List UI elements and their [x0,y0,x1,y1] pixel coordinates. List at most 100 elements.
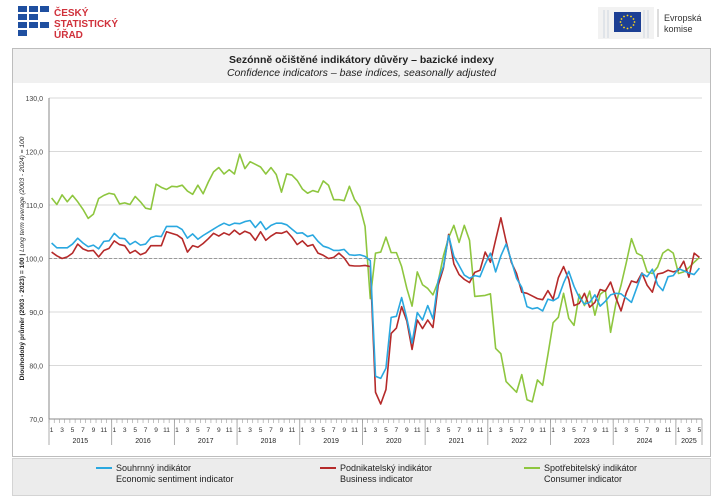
x-tick-label: 7 [583,427,587,434]
chart-panel: Sezónně očištěné indikátory důvěry – baz… [12,48,711,457]
y-tick-label: 130,0 [25,96,43,103]
x-year-label: 2020 [386,438,402,445]
x-tick-label: 9 [342,427,346,434]
x-tick-label: 7 [269,427,273,434]
x-tick-label: 9 [154,427,158,434]
x-tick-label: 3 [311,427,315,434]
legend-label-cs: Souhrnný indikátor [116,463,192,473]
legend-label-en: Economic sentiment indicator [116,474,234,484]
x-tick-label: 3 [123,427,127,434]
x-tick-label: 9 [593,427,597,434]
x-tick-label: 5 [572,427,576,434]
x-tick-label: 11 [288,427,295,434]
x-year-label: 2021 [449,438,465,445]
x-tick-label: 7 [520,427,524,434]
legend-label-cs: Spotřebitelský indikátor [544,463,638,473]
x-tick-label: 11 [602,427,609,434]
x-tick-label: 7 [457,427,461,434]
x-tick-label: 7 [81,427,85,434]
x-tick-label: 11 [665,427,672,434]
x-tick-label: 1 [489,427,493,434]
y-axis-label-en: Long term average (2003 - 2024) = 100 [19,136,26,252]
x-tick-label: 9 [92,427,96,434]
legend-label-en: Consumer indicator [544,474,623,484]
x-tick-label: 7 [206,427,210,434]
x-tick-label: 5 [321,427,325,434]
x-tick-label: 9 [280,427,284,434]
x-tick-label: 7 [645,427,649,434]
x-tick-label: 11 [477,427,484,434]
x-tick-label: 3 [499,427,503,434]
x-year-label: 2017 [198,438,214,445]
x-tick-label: 3 [624,427,628,434]
x-tick-label: 5 [133,427,137,434]
x-year-label: 2022 [511,438,527,445]
page-header: ČESKÝ STATISTICKÝ ÚŘAD Evropská komise [0,0,722,46]
x-year-label: 2016 [135,438,151,445]
x-tick-label: 1 [363,427,367,434]
legend-item-economic-sentiment: Souhrnný indikátor Economic sentiment in… [96,463,234,485]
x-tick-label: 9 [656,427,660,434]
x-tick-label: 11 [226,427,233,434]
logo-text: Evropská [664,13,702,23]
x-tick-label: 7 [332,427,336,434]
legend-item-consumer: Spotřebitelský indikátor Consumer indica… [524,463,637,485]
x-tick-label: 1 [614,427,618,434]
x-tick-label: 5 [71,427,75,434]
x-tick-label: 9 [217,427,221,434]
x-tick-label: 3 [60,427,64,434]
y-tick-label: 100,0 [25,257,43,264]
x-tick-label: 9 [405,427,409,434]
x-tick-label: 5 [259,427,263,434]
x-tick-label: 5 [698,427,702,434]
y-tick-label: 80,0 [29,364,43,371]
chart-subtitle: Confidence indicators – base indices, se… [226,67,497,79]
x-year-label: 2015 [73,438,89,445]
legend-label-cs: Podnikatelský indikátor [340,463,433,473]
y-tick-label: 110,0 [26,203,43,210]
x-tick-label: 3 [687,427,691,434]
chart-legend: Souhrnný indikátor Economic sentiment in… [12,458,711,496]
x-tick-label: 1 [238,427,242,434]
legend-swatch [524,467,540,469]
y-axis-label-cs: Dlouhodobý průměr (2003 - 2023) = 100 | [18,252,26,380]
x-tick-label: 9 [530,427,534,434]
x-tick-label: 1 [50,427,54,434]
logo-text: STATISTICKÝ [54,17,118,30]
series-line-economic-sentiment [51,219,701,380]
y-tick-label: 120,0 [25,150,43,157]
x-tick-label: 11 [100,427,107,434]
logo-text: komise [664,24,693,34]
chart-title-box: Sezónně očištěné indikátory důvěry – baz… [13,49,710,83]
x-tick-label: 1 [551,427,555,434]
x-year-label: 2025 [681,438,697,445]
czso-logo: ČESKÝ STATISTICKÝ ÚŘAD [18,6,118,41]
x-tick-label: 1 [175,427,179,434]
x-tick-label: 3 [248,427,252,434]
x-tick-label: 1 [301,427,305,434]
x-tick-label: 11 [351,427,358,434]
x-year-label: 2018 [261,438,277,445]
x-tick-label: 3 [562,427,566,434]
x-tick-label: 5 [635,427,639,434]
x-tick-label: 5 [196,427,200,434]
x-tick-label: 7 [144,427,148,434]
x-tick-label: 3 [186,427,190,434]
line-chart: 70,0 80,0 90,0 100,0 110,0 120,0 130,0 Dlouhodo… [18,96,703,445]
legend-swatch [320,467,336,469]
legend-item-business: Podnikatelský indikátor Business indicat… [320,463,432,485]
y-tick-label: 70,0 [29,417,43,424]
x-tick-label: 5 [509,427,513,434]
x-tick-label: 3 [374,427,378,434]
x-tick-label: 1 [677,427,681,434]
logo-text: ÚŘAD [54,28,83,41]
x-year-label: 2023 [574,438,590,445]
x-tick-label: 3 [436,427,440,434]
x-year-label: 2024 [637,438,653,445]
x-tick-label: 11 [163,427,170,434]
x-tick-label: 1 [112,427,116,434]
x-tick-label: 7 [395,427,399,434]
logo-text: ČESKÝ [54,6,89,19]
chart-title: Sezónně očištěné indikátory důvěry – baz… [229,54,494,66]
y-axis-label: Dlouhodobý průměr (2003 - 2023) = 100 | … [18,136,26,380]
